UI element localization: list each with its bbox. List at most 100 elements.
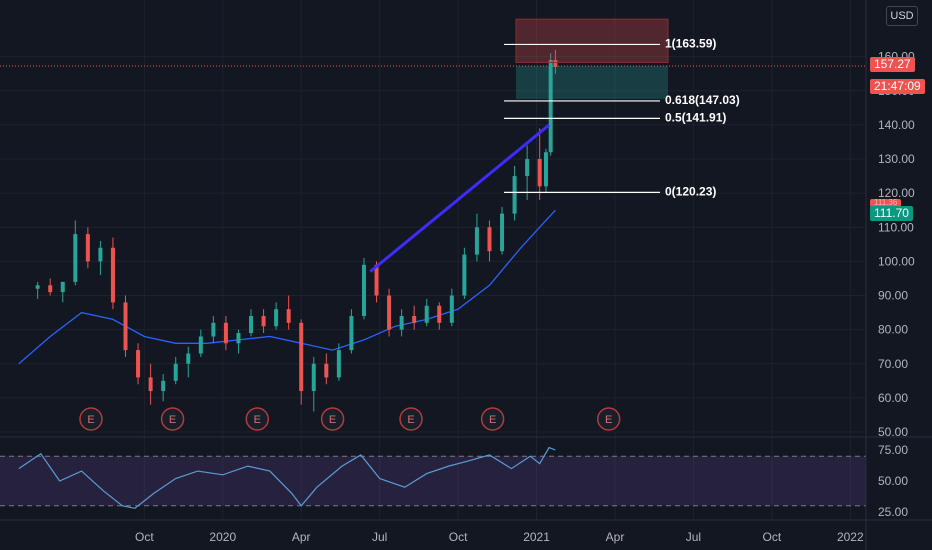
candle-body xyxy=(211,322,216,337)
price-tick-label: 100.00 xyxy=(878,254,915,268)
candle-body xyxy=(148,377,153,392)
time-axis[interactable]: Oct 2020 Apr Jul Oct 2021 Apr Jul Oct 2022 xyxy=(135,530,864,544)
moving-average-layer xyxy=(18,209,556,365)
time-tick-label: Jul xyxy=(686,530,701,544)
moving-average-line xyxy=(18,209,556,365)
earnings-marker-icon xyxy=(399,407,423,431)
earnings-marker-label: E xyxy=(87,414,94,426)
candle-body xyxy=(500,213,505,252)
candle-body xyxy=(35,285,40,289)
earnings-marker-icon xyxy=(480,407,505,431)
earnings-marker-icon xyxy=(160,407,185,431)
time-tick-label: Oct xyxy=(135,530,154,544)
rsi-band xyxy=(0,456,866,506)
candle-body xyxy=(136,350,141,378)
current-price-tag: 157.27 xyxy=(870,57,915,72)
candle-body xyxy=(387,295,392,330)
fib-level-label: 0(120.23) xyxy=(665,184,716,198)
candle-body xyxy=(299,322,304,392)
candle-body xyxy=(537,159,542,187)
earnings-marker-label: E xyxy=(254,414,261,426)
candle-body xyxy=(98,247,103,262)
currency-badge[interactable]: USD xyxy=(886,6,918,26)
candle-body xyxy=(286,309,291,323)
grid xyxy=(0,0,932,521)
candle-body xyxy=(474,227,479,255)
candle-body xyxy=(198,336,203,354)
fib-level-label: 0.5(141.91) xyxy=(665,110,726,124)
candle-body xyxy=(424,305,429,323)
candle-body xyxy=(437,305,442,323)
candle-body xyxy=(336,350,341,378)
rsi-line xyxy=(18,446,556,509)
trendline xyxy=(369,123,551,273)
candle-body xyxy=(449,295,454,323)
candles-layer xyxy=(35,49,558,412)
candle-body xyxy=(525,159,530,177)
risk-zone xyxy=(515,18,669,63)
time-tick-label: Oct xyxy=(449,530,468,544)
candle-body xyxy=(349,315,354,351)
time-tick-label: Apr xyxy=(606,530,625,544)
time-tick-label: 2020 xyxy=(209,530,236,544)
candle-body xyxy=(249,315,254,334)
candle-body xyxy=(236,333,241,344)
candle-body xyxy=(173,363,178,381)
fib-level-label: 1(163.59) xyxy=(665,36,716,50)
candle-body xyxy=(73,234,78,282)
earnings-marker-icon xyxy=(245,407,270,431)
earnings-marker-icon xyxy=(79,407,103,431)
price-tick-label: 120.00 xyxy=(878,186,915,200)
ma-value-tag: 111.70 xyxy=(870,206,913,221)
price-tick-label: 50.00 xyxy=(878,425,908,439)
fib-level-label: 0.618(147.03) xyxy=(665,93,740,107)
earnings-marker-label: E xyxy=(169,414,176,426)
rsi-tick-label: 25.00 xyxy=(878,505,908,519)
candle-body xyxy=(123,302,128,351)
candle-body xyxy=(186,353,191,364)
earnings-marker-label: E xyxy=(329,414,336,426)
trendline-layer[interactable] xyxy=(369,123,551,273)
earnings-marker-label: E xyxy=(605,414,612,426)
price-tick-label: 140.00 xyxy=(878,118,915,132)
candle-body xyxy=(60,281,65,293)
candle-body xyxy=(311,363,316,392)
time-tick-label: 2021 xyxy=(523,530,550,544)
candle-body xyxy=(85,234,90,262)
fib-retracement-tool[interactable]: 1(163.59) 0.618(147.03) 0.5(141.91) 0(120.2… xyxy=(504,18,740,198)
candle-body xyxy=(48,285,53,293)
price-tick-label: 110.00 xyxy=(878,220,914,234)
time-tick-label: Apr xyxy=(292,530,311,544)
price-tick-label: 70.00 xyxy=(878,357,908,371)
hidden-price-tag: 111.36 xyxy=(870,199,902,207)
candle-body xyxy=(110,247,115,303)
rsi-pane xyxy=(0,446,866,509)
time-tick-label: Jul xyxy=(372,530,387,544)
candle-body xyxy=(161,380,166,392)
candle-body xyxy=(548,60,553,153)
price-tick-label: 130.00 xyxy=(878,152,915,166)
earnings-marker-icon xyxy=(596,407,621,431)
earnings-marker-label: E xyxy=(489,414,496,426)
candle-body xyxy=(223,322,228,344)
candle-body xyxy=(462,254,467,296)
reward-zone xyxy=(516,66,668,99)
candle-body xyxy=(543,152,548,187)
candle-body xyxy=(374,264,379,296)
candle-body xyxy=(274,309,279,327)
rsi-tick-label: 75.00 xyxy=(878,443,908,457)
earnings-marker-icon xyxy=(320,407,345,431)
candle-body xyxy=(361,264,366,316)
candle-body xyxy=(487,227,492,252)
candle-body xyxy=(512,176,517,214)
candle-body xyxy=(324,363,329,378)
candle-body xyxy=(261,315,266,327)
candle-body xyxy=(412,315,417,323)
time-tick-label: Oct xyxy=(763,530,782,544)
candle-body xyxy=(553,60,558,67)
countdown-tag: 21:47:09 xyxy=(870,79,925,94)
price-tick-label: 60.00 xyxy=(878,391,908,405)
